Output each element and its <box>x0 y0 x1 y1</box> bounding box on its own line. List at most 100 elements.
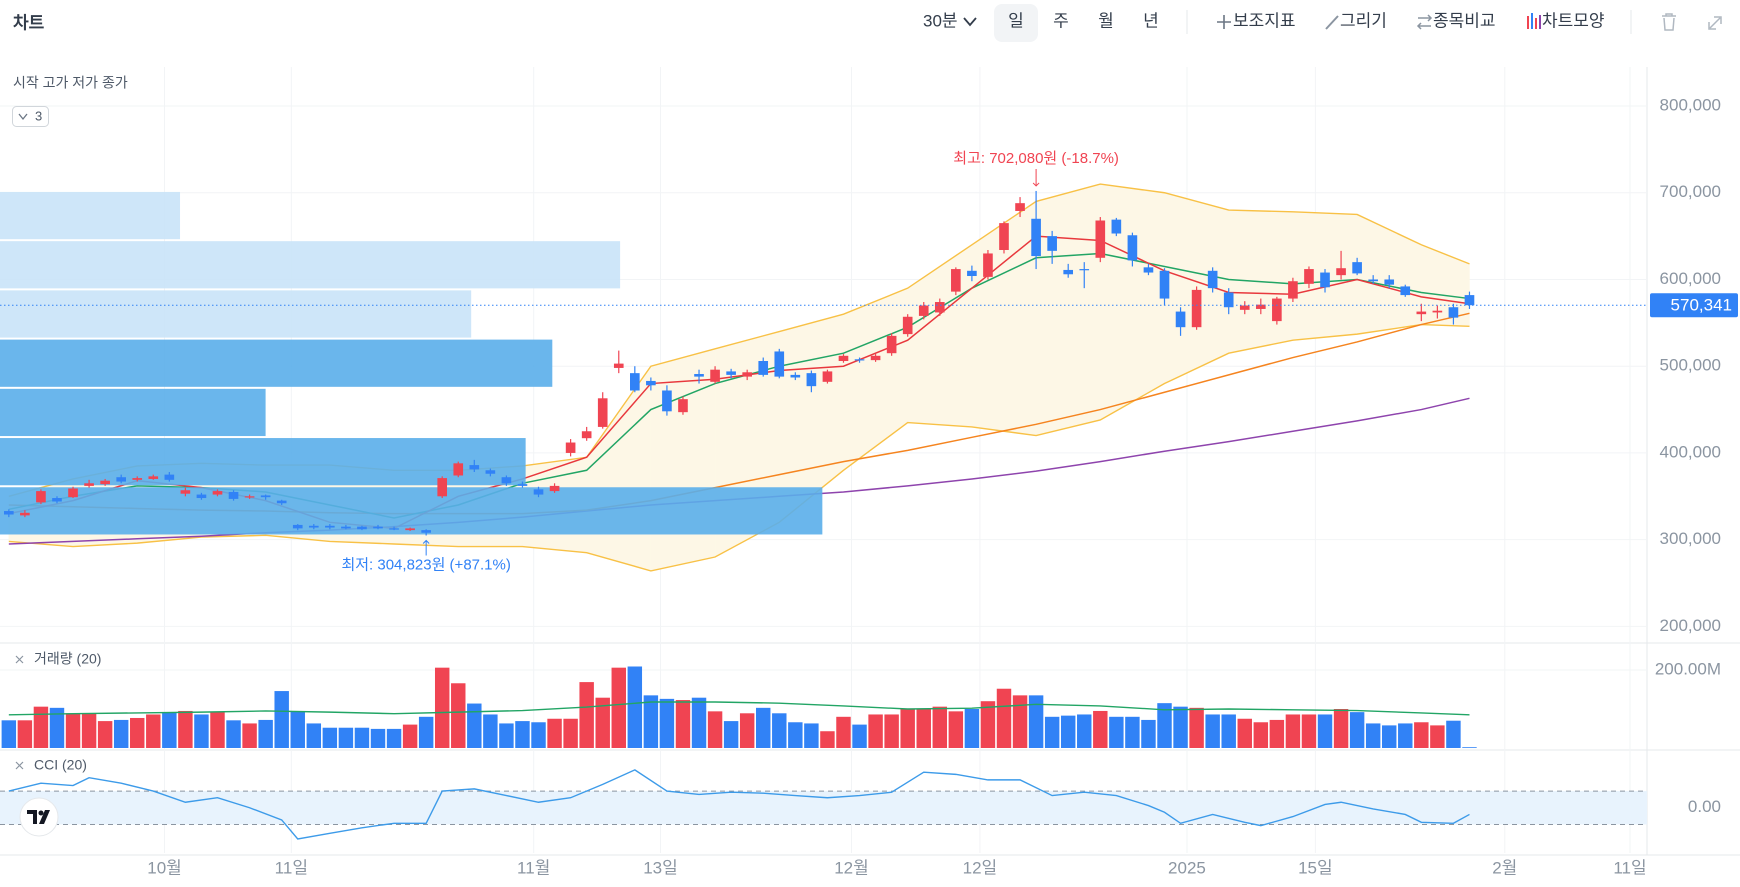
x-tick-label: 15일 <box>1298 858 1333 877</box>
volume-bar <box>386 728 402 748</box>
volume-legend: 거래량 (20) <box>34 651 101 667</box>
candle-body <box>116 477 127 482</box>
level-band <box>0 791 1647 825</box>
volume-bar <box>194 714 209 748</box>
candle-body <box>164 474 175 480</box>
draw-button[interactable]: 그리기 <box>1340 11 1387 30</box>
delete-button[interactable] <box>1662 13 1676 31</box>
candle-body <box>437 478 448 497</box>
candle-body <box>1432 310 1443 313</box>
volume-bar <box>627 666 643 748</box>
candle-body <box>1191 289 1202 328</box>
volume-bar <box>483 714 498 748</box>
volume-bar <box>1028 695 1044 748</box>
volume-ma <box>8 701 1470 716</box>
candle-body <box>758 361 769 375</box>
draw-icon <box>1325 15 1339 30</box>
volume-bar <box>820 731 835 748</box>
cci-line <box>8 769 1470 840</box>
candle-body <box>84 483 94 486</box>
candle-body <box>52 498 62 502</box>
volume-bar <box>964 709 980 748</box>
period-button[interactable]: 주 <box>1053 11 1069 30</box>
volume-bar <box>563 718 578 748</box>
price-legend: 시작 고가 저가 종가 <box>13 75 128 91</box>
candle-body <box>967 270 977 277</box>
candle-body <box>1368 279 1378 282</box>
volume-bar <box>354 727 370 748</box>
candle-body <box>742 372 752 377</box>
chart-style-button[interactable]: 차트모양 <box>1542 11 1605 30</box>
candle-body <box>357 526 367 530</box>
volume-bar <box>1253 722 1269 748</box>
volume-bar <box>1237 718 1252 748</box>
candle-body <box>501 477 512 484</box>
period-selected-bg <box>994 4 1038 42</box>
indicator-button[interactable]: 보조지표 <box>1233 11 1296 30</box>
volume-bar <box>1462 747 1477 748</box>
candle-body <box>678 399 688 413</box>
volume-bar <box>1414 722 1429 748</box>
candle-body <box>228 491 239 499</box>
close-cci[interactable] <box>15 761 24 770</box>
candle-body <box>1015 203 1025 211</box>
x-tick-label: 2025 <box>1168 858 1206 877</box>
candle-body <box>1239 305 1250 310</box>
volume-bar <box>868 714 883 748</box>
volume-bar <box>1333 709 1349 748</box>
volume-bar <box>1221 714 1236 748</box>
volume-bar <box>772 713 787 748</box>
volume-bar <box>322 727 338 748</box>
y-tick-label: 300,000 <box>1660 529 1721 548</box>
low-arrow <box>422 539 430 556</box>
volume-bar <box>451 683 466 748</box>
volume-bar <box>1093 710 1108 748</box>
volume-bar <box>130 717 145 748</box>
volume-bar <box>836 716 851 748</box>
candle-body <box>373 526 383 529</box>
volume-bar <box>1446 720 1461 748</box>
candle-body <box>68 488 78 498</box>
candle-body <box>196 494 207 499</box>
volume-bar <box>258 719 273 748</box>
volume-bar <box>162 712 177 748</box>
candle-body <box>710 369 720 382</box>
candle-body <box>1320 272 1330 288</box>
band-fill <box>1035 183 1101 436</box>
volume-bar <box>290 711 305 748</box>
tradingview-logo <box>19 797 59 837</box>
close-volume[interactable] <box>15 655 24 664</box>
volume-bar <box>1349 712 1365 748</box>
candle-body <box>4 511 14 515</box>
volume-bar <box>852 724 867 748</box>
band-line <box>8 323 1470 572</box>
volume-bar <box>996 688 1012 748</box>
y-tick-label: 200,000 <box>1660 616 1721 635</box>
period-button[interactable]: 일 <box>1008 11 1024 30</box>
volume-bar <box>1 720 17 748</box>
chevron-icon <box>963 17 977 27</box>
legend: 시작 고가 저가 종가 3 거래량 (20) CCI (20) <box>12 75 128 773</box>
period-button[interactable]: 년 <box>1143 11 1159 30</box>
volume-bar <box>900 709 915 748</box>
chevron-icon <box>18 113 28 121</box>
volume-bar <box>707 711 723 748</box>
compare-button[interactable]: 종목비교 <box>1433 11 1496 30</box>
interval-select[interactable]: 30분 <box>923 11 958 30</box>
candle-body <box>581 431 592 439</box>
candle-body <box>20 512 30 516</box>
volume-bar <box>113 719 129 748</box>
candle-body <box>1223 292 1234 308</box>
volume-bar <box>1109 716 1124 748</box>
period-button[interactable]: 월 <box>1098 11 1114 30</box>
candle-body <box>308 525 319 528</box>
volume-profile-bar <box>0 388 266 437</box>
toolbar: 차트 30분 일 주 월 년 보조지표 그리기 종목비교 차트모양 <box>13 4 1722 42</box>
expand-button[interactable] <box>1708 16 1722 30</box>
volume-bar <box>499 723 514 748</box>
candle-body <box>1400 286 1411 296</box>
indicator-toggle[interactable] <box>12 106 49 127</box>
volume-profile-bar <box>0 339 553 387</box>
candle-body <box>421 530 431 533</box>
